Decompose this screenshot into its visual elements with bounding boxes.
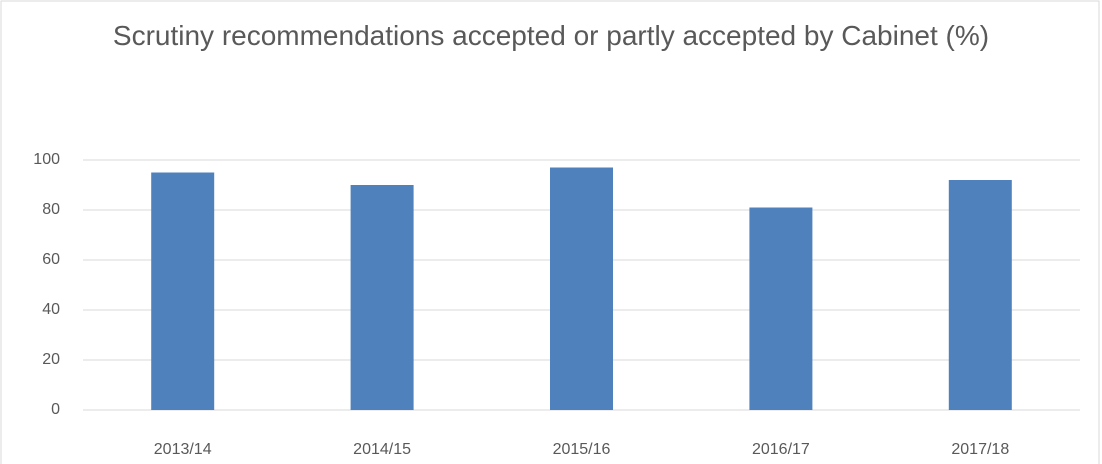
y-tick-label: 0	[51, 401, 60, 418]
x-tick-label: 2015/16	[553, 441, 611, 458]
bar	[749, 207, 813, 410]
y-tick-label: 40	[42, 301, 60, 318]
x-tick-label: 2016/17	[752, 441, 810, 458]
chart-title: Scrutiny recommendations accepted or par…	[112, 20, 990, 51]
x-tick-label: 2013/14	[154, 441, 212, 458]
x-tick-label: 2014/15	[353, 441, 411, 458]
y-tick-label: 80	[42, 201, 60, 218]
x-tick-label: 2017/18	[951, 441, 1009, 458]
bar	[948, 180, 1012, 410]
y-tick-label: 60	[42, 251, 60, 268]
bar	[350, 185, 414, 410]
y-tick-label: 20	[42, 351, 60, 368]
y-tick-label: 100	[33, 151, 60, 168]
bar	[550, 167, 613, 410]
bar	[151, 172, 215, 410]
